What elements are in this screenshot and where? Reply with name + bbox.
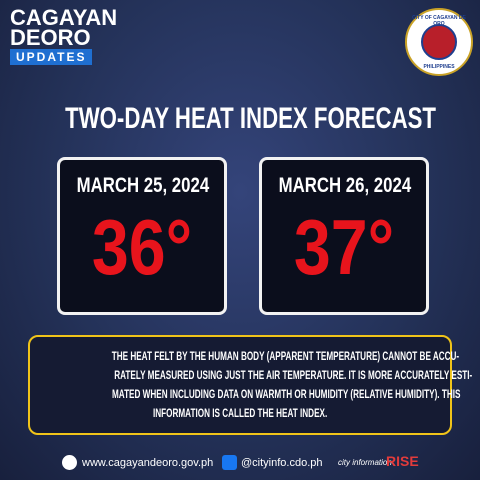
date: MARCH 25, 2024 [76, 174, 210, 197]
forecast-card: MARCH 25, 2024 36° [57, 157, 227, 315]
title-text: TWO-DAY HEAT INDEX FORECAST [65, 102, 436, 135]
note-line: INFORMATION IS CALLED THE HEAT INDEX. [152, 406, 328, 420]
note-line: MATED WHEN INCLUDING DATA ON WARMTH OR H… [111, 387, 461, 401]
website: www.cagayandeoro.gov.ph [82, 457, 214, 469]
logo-line: DEORO [10, 25, 91, 50]
seal-emblem [421, 24, 457, 60]
note-line: RATELY MEASURED USING JUST THE AIR TEMPE… [114, 368, 473, 382]
heat-index: 37° [293, 203, 395, 291]
city-seal: CITY OF CAGAYAN DE ORO PHILIPPINES [405, 8, 473, 76]
title: TWO-DAY HEAT INDEX FORECAST [0, 102, 480, 136]
note-box: THE HEAT FELT BY THE HUMAN BODY (APPAREN… [28, 335, 472, 435]
note-line: THE HEAT FELT BY THE HUMAN BODY (APPAREN… [111, 349, 460, 363]
office-logo: city information [338, 458, 392, 467]
logo-line: CAGAYAN [10, 5, 118, 30]
logo-tag: UPDATES [10, 49, 93, 65]
seal-text: PHILIPPINES [423, 64, 455, 70]
logo: CAGAYAN DEORO [10, 5, 118, 50]
forecast-card: MARCH 26, 2024 37° [259, 157, 429, 315]
rise-logo: RISE [386, 453, 419, 469]
heat-index: 36° [91, 203, 193, 291]
date: MARCH 26, 2024 [278, 174, 412, 197]
facebook-icon [222, 455, 237, 470]
globe-icon [62, 455, 77, 470]
social-handle: @cityinfo.cdo.ph [241, 457, 323, 469]
